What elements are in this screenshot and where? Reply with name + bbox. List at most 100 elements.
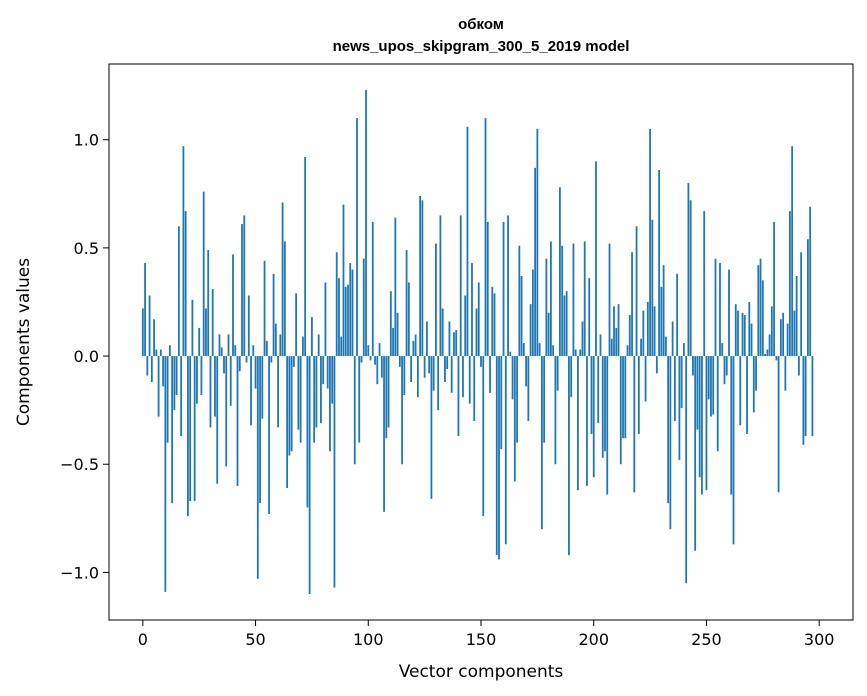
bar [628,314,631,357]
bar [229,356,232,406]
bar [660,286,663,357]
bar [504,356,507,545]
bar [338,278,340,357]
bar [306,356,309,508]
bar [626,345,629,357]
bar [804,356,807,437]
bar [577,356,579,491]
bar [595,161,597,357]
bar [561,245,564,357]
bar [500,356,503,450]
bar [292,356,295,367]
bar [800,252,803,357]
bar [502,221,505,357]
bar [342,204,345,357]
bar [705,356,708,491]
bar [741,312,744,357]
bar [669,356,672,530]
bar [784,356,787,391]
bar [671,321,674,357]
bar [563,295,566,357]
bar [254,356,257,389]
bar [209,356,212,428]
bar [710,356,712,417]
bar [241,224,243,357]
bar [592,356,595,478]
bar [685,356,688,584]
bar [168,345,171,357]
bar [317,334,320,357]
bar [719,263,721,357]
bar [268,356,270,514]
bar [396,312,399,357]
bar [624,356,627,439]
bar [721,343,724,357]
bar [191,299,194,357]
bar [610,338,613,357]
bar [601,356,604,458]
bar [419,195,422,357]
bar [340,336,343,357]
bar [477,282,480,357]
y-tick-label: −1.0 [60,563,99,582]
bar [173,356,176,411]
bar [362,258,365,357]
bar [811,356,814,437]
bar [581,321,584,357]
bar [369,356,372,361]
bar [162,356,165,387]
bar [716,356,719,452]
bar [444,356,446,383]
bar [189,356,192,502]
bar [200,356,203,395]
bar [556,356,559,391]
bar [807,239,809,357]
bar [565,291,568,357]
bar [489,356,491,393]
bar [707,356,710,400]
bar [545,258,548,357]
bar [635,226,638,357]
bar [430,356,433,499]
bar [405,250,408,357]
bar [468,356,471,404]
bar [482,356,485,517]
bar [380,356,383,378]
bar [301,336,304,357]
bar [410,356,413,383]
bar [737,310,739,357]
bar [554,356,557,465]
bar [286,356,289,489]
bar [701,356,703,495]
bar [678,356,681,460]
bar [714,258,717,357]
bar [590,356,593,434]
bar [687,182,690,357]
bar [225,356,228,467]
bar [651,219,654,357]
bar [538,343,541,357]
bar [739,356,742,426]
bar [437,356,440,411]
bar [177,226,180,357]
bar [407,282,410,357]
bar [703,211,706,357]
bar [315,356,318,428]
bar [664,336,667,357]
bar [304,157,307,357]
bar [155,349,158,357]
bar [207,250,210,357]
bar [238,356,241,372]
x-tick-label: 50 [245,630,265,649]
bar [277,356,279,428]
bar [683,343,685,357]
bar [351,269,354,357]
bar [631,252,633,357]
bar [311,317,313,357]
bar [619,356,622,465]
bar [791,146,794,357]
bar [655,356,658,374]
bar [692,356,694,376]
bar [459,215,462,357]
bar [383,356,385,512]
